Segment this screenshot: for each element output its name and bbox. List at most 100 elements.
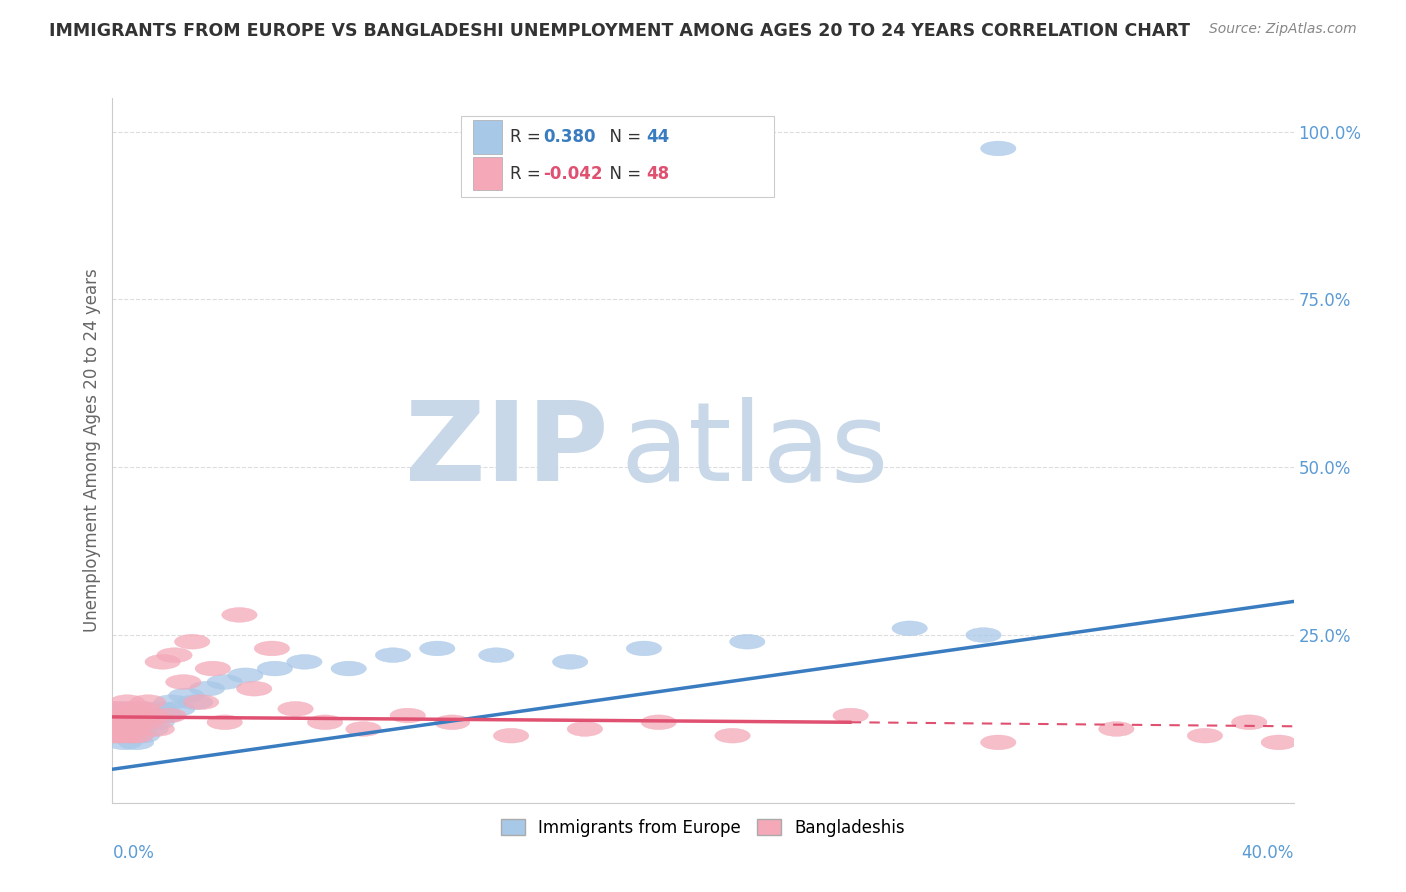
Ellipse shape — [980, 141, 1017, 156]
Ellipse shape — [730, 634, 765, 649]
Text: IMMIGRANTS FROM EUROPE VS BANGLADESHI UNEMPLOYMENT AMONG AGES 20 TO 24 YEARS COR: IMMIGRANTS FROM EUROPE VS BANGLADESHI UN… — [49, 22, 1191, 40]
Ellipse shape — [139, 714, 174, 730]
Ellipse shape — [153, 695, 190, 709]
Ellipse shape — [1261, 735, 1296, 750]
Ellipse shape — [222, 607, 257, 623]
Ellipse shape — [157, 648, 193, 663]
Ellipse shape — [118, 735, 153, 750]
Ellipse shape — [110, 714, 145, 730]
FancyBboxPatch shape — [461, 116, 773, 197]
Ellipse shape — [118, 714, 153, 730]
Ellipse shape — [121, 714, 157, 730]
Ellipse shape — [112, 722, 148, 737]
Ellipse shape — [127, 714, 163, 730]
Ellipse shape — [160, 701, 195, 716]
Ellipse shape — [966, 628, 1001, 642]
Ellipse shape — [104, 714, 139, 730]
Text: 0.380: 0.380 — [544, 128, 596, 146]
Ellipse shape — [101, 701, 136, 716]
Ellipse shape — [1187, 728, 1223, 743]
Text: 44: 44 — [647, 128, 669, 146]
Ellipse shape — [131, 708, 166, 723]
FancyBboxPatch shape — [472, 120, 502, 153]
Ellipse shape — [112, 728, 148, 743]
Text: -0.042: -0.042 — [544, 164, 603, 183]
Ellipse shape — [107, 714, 142, 730]
Ellipse shape — [980, 735, 1017, 750]
Ellipse shape — [330, 661, 367, 676]
Ellipse shape — [166, 674, 201, 690]
Ellipse shape — [228, 668, 263, 682]
Ellipse shape — [190, 681, 225, 696]
Ellipse shape — [107, 735, 142, 750]
Ellipse shape — [254, 641, 290, 656]
Text: 40.0%: 40.0% — [1241, 845, 1294, 863]
Ellipse shape — [494, 728, 529, 743]
Text: N =: N = — [599, 164, 647, 183]
Ellipse shape — [115, 714, 150, 730]
Ellipse shape — [236, 681, 271, 696]
Ellipse shape — [714, 728, 751, 743]
Text: Source: ZipAtlas.com: Source: ZipAtlas.com — [1209, 22, 1357, 37]
Ellipse shape — [112, 701, 148, 716]
Ellipse shape — [104, 708, 139, 723]
Ellipse shape — [419, 641, 456, 656]
Ellipse shape — [278, 701, 314, 716]
Ellipse shape — [169, 688, 204, 703]
Ellipse shape — [98, 714, 134, 730]
Ellipse shape — [478, 648, 515, 663]
Ellipse shape — [121, 708, 157, 723]
Ellipse shape — [1232, 714, 1267, 730]
Text: ZIP: ZIP — [405, 397, 609, 504]
Ellipse shape — [124, 701, 160, 716]
Ellipse shape — [174, 634, 209, 649]
Ellipse shape — [101, 722, 136, 737]
Ellipse shape — [124, 701, 160, 716]
Ellipse shape — [150, 708, 186, 723]
Ellipse shape — [98, 708, 134, 723]
Ellipse shape — [553, 655, 588, 669]
Ellipse shape — [104, 722, 139, 737]
Y-axis label: Unemployment Among Ages 20 to 24 years: Unemployment Among Ages 20 to 24 years — [83, 268, 101, 632]
Legend: Immigrants from Europe, Bangladeshis: Immigrants from Europe, Bangladeshis — [495, 813, 911, 844]
FancyBboxPatch shape — [472, 157, 502, 190]
Ellipse shape — [346, 722, 381, 737]
Ellipse shape — [626, 641, 662, 656]
Ellipse shape — [118, 708, 153, 723]
Ellipse shape — [115, 701, 150, 716]
Ellipse shape — [207, 714, 242, 730]
Ellipse shape — [148, 708, 183, 723]
Ellipse shape — [434, 714, 470, 730]
Ellipse shape — [389, 708, 426, 723]
Ellipse shape — [110, 708, 145, 723]
Ellipse shape — [115, 728, 150, 743]
Ellipse shape — [124, 728, 160, 743]
Ellipse shape — [104, 728, 139, 743]
Ellipse shape — [134, 722, 169, 737]
Ellipse shape — [257, 661, 292, 676]
Ellipse shape — [127, 714, 163, 730]
Text: R =: R = — [510, 128, 547, 146]
Ellipse shape — [177, 695, 212, 709]
Text: atlas: atlas — [620, 397, 889, 504]
Ellipse shape — [308, 714, 343, 730]
Ellipse shape — [134, 708, 169, 723]
Ellipse shape — [107, 722, 142, 737]
Ellipse shape — [142, 701, 177, 716]
Ellipse shape — [1098, 722, 1135, 737]
Ellipse shape — [567, 722, 603, 737]
Ellipse shape — [131, 695, 166, 709]
Ellipse shape — [98, 728, 134, 743]
Ellipse shape — [118, 728, 153, 743]
Ellipse shape — [375, 648, 411, 663]
Ellipse shape — [107, 708, 142, 723]
Ellipse shape — [207, 674, 242, 690]
Ellipse shape — [287, 655, 322, 669]
Ellipse shape — [110, 728, 145, 743]
Ellipse shape — [112, 708, 148, 723]
Ellipse shape — [110, 695, 145, 709]
Ellipse shape — [101, 728, 136, 743]
Ellipse shape — [891, 621, 928, 636]
Text: N =: N = — [599, 128, 647, 146]
Ellipse shape — [145, 655, 180, 669]
